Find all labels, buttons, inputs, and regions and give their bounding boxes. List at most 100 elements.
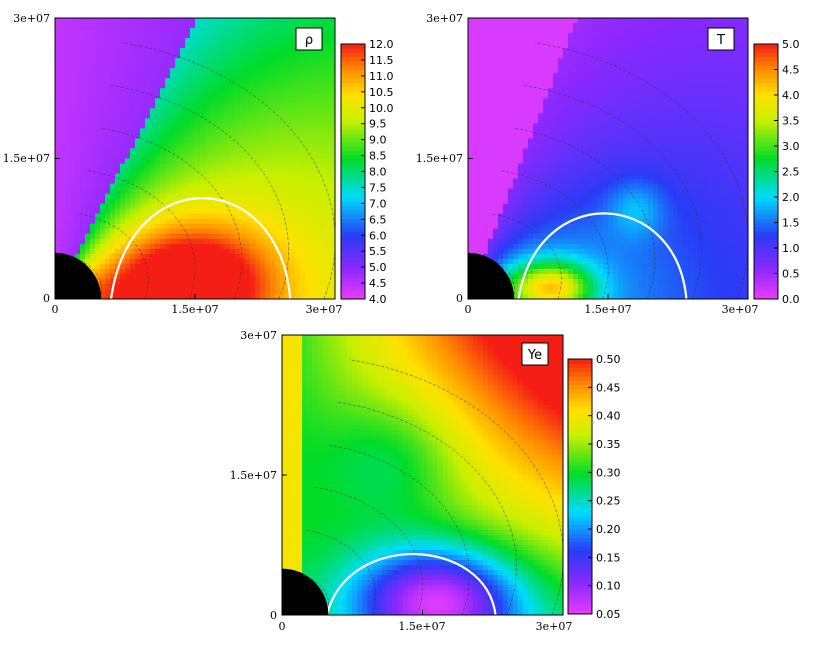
field-cell (190, 153, 196, 160)
field-cell (315, 238, 321, 245)
field-cell (80, 83, 86, 89)
colorbar-tick-label: 11.5 (369, 54, 394, 67)
field-cell (140, 18, 146, 24)
field-cell (498, 148, 504, 155)
field-cell (130, 128, 136, 135)
field-cell (150, 208, 156, 215)
field-cell (185, 248, 191, 255)
field-cell (290, 148, 296, 155)
field-cell (498, 193, 504, 200)
field-cell (240, 28, 246, 34)
field-cell (523, 188, 529, 195)
field-cell (95, 248, 101, 255)
field-cell (305, 193, 311, 200)
field-cell (473, 173, 479, 180)
field-cell (538, 208, 544, 215)
field-cell (225, 163, 231, 170)
field-cell (478, 153, 484, 160)
field-cell (195, 208, 201, 215)
field-cell (225, 253, 231, 260)
field-cell (90, 103, 96, 109)
field-cell (543, 63, 549, 69)
field-cell (588, 158, 594, 165)
field-cell (473, 18, 479, 24)
field-cell (608, 68, 614, 74)
field-cell (130, 28, 136, 34)
field-cell (538, 193, 544, 200)
field-cell (568, 223, 574, 230)
field-cell (593, 108, 599, 114)
field-cell (295, 143, 301, 150)
field-cell (310, 283, 316, 290)
field-cell (498, 88, 504, 94)
field-cell (100, 143, 106, 150)
field-cell (330, 283, 335, 290)
field-cell (135, 173, 141, 180)
field-cell (165, 103, 171, 109)
field-cell (578, 288, 584, 295)
field-cell (295, 118, 301, 124)
field-cell (593, 258, 599, 265)
field-cell (105, 183, 111, 190)
field-cell (210, 153, 216, 160)
field-cell (150, 38, 156, 44)
field-cell (275, 18, 281, 24)
field-cell (295, 153, 301, 160)
field-cell (90, 188, 96, 195)
field-cell (165, 23, 171, 29)
field-cell (578, 98, 584, 104)
field-cell (538, 23, 544, 29)
field-cell (90, 138, 96, 145)
field-cell (220, 243, 226, 250)
field-cell (170, 123, 176, 129)
field-cell (513, 198, 519, 205)
field-cell (518, 203, 524, 210)
field-cell (155, 148, 161, 155)
field-cell (315, 158, 321, 165)
field-cell (528, 68, 534, 74)
field-cell (320, 118, 326, 124)
field-cell (573, 143, 579, 150)
field-cell (150, 243, 156, 250)
field-cell (503, 98, 509, 104)
field-cell (618, 238, 624, 245)
field-cell (65, 188, 71, 195)
field-cell (255, 128, 261, 135)
field-cell (553, 223, 559, 230)
field-cell (275, 173, 281, 180)
field-cell (135, 158, 141, 165)
field-cell (558, 238, 564, 245)
field-cell (498, 63, 504, 69)
field-cell (65, 28, 71, 34)
field-cell (295, 63, 301, 69)
field-cell (305, 278, 311, 285)
field-cell (165, 43, 171, 49)
field-cell (498, 178, 504, 185)
field-cell (220, 148, 226, 155)
field-cell (583, 218, 589, 225)
field-cell (573, 38, 579, 44)
field-cell (538, 143, 544, 150)
field-cell (150, 223, 156, 230)
field-cell (90, 133, 96, 140)
field-cell (498, 58, 504, 64)
field-cell (185, 128, 191, 135)
colorbar-swatch (341, 188, 365, 194)
field-cell (325, 163, 331, 170)
field-cell (250, 23, 256, 29)
field-cell (553, 68, 559, 74)
field-cell (230, 178, 236, 185)
field-cell (513, 248, 519, 255)
field-cell (145, 253, 151, 260)
field-cell (578, 268, 584, 275)
field-cell (170, 118, 176, 124)
field-cell (65, 238, 71, 245)
field-cell (488, 118, 494, 124)
field-cell (100, 218, 106, 225)
field-cell (230, 283, 236, 290)
field-cell (553, 193, 559, 200)
field-cell (105, 123, 111, 129)
field-cell (195, 263, 201, 270)
field-cell (160, 288, 166, 295)
field-cell (190, 93, 196, 99)
